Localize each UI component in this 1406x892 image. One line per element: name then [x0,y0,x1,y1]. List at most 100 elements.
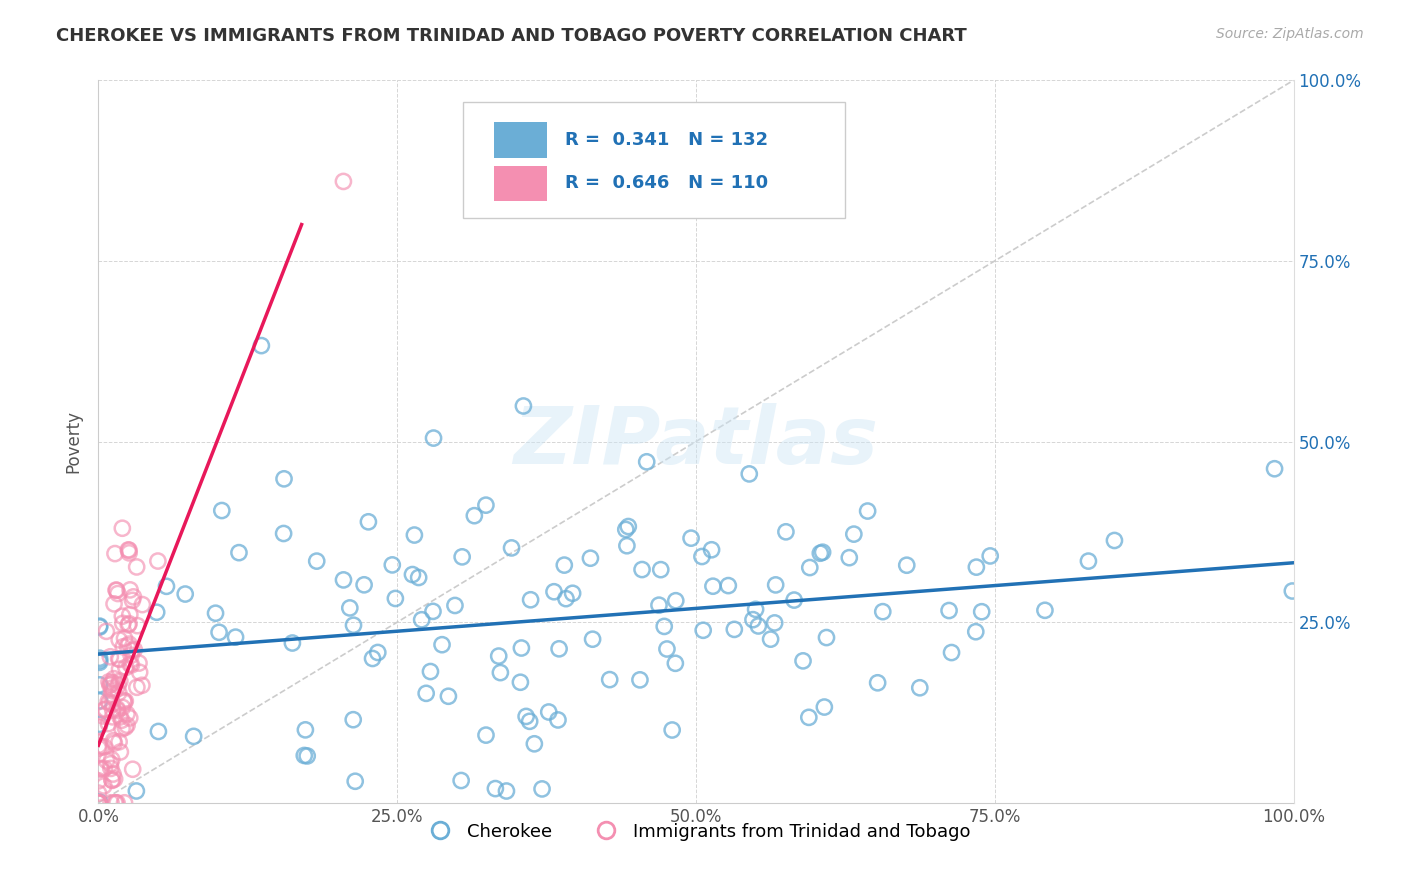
Point [112,693,135,707]
Point [100,756,122,771]
Point [838,550,860,565]
Point [107,678,129,692]
Point [664,657,686,671]
Point [681,531,703,545]
Point [813,700,835,714]
Point [842,527,865,541]
Point [121,643,143,657]
Point [100,761,122,775]
Point [361,651,384,665]
Point [90,762,112,776]
Point [90,761,112,775]
Point [100,687,122,701]
Text: ZIPatlas: ZIPatlas [513,402,879,481]
Point [422,431,444,445]
Point [744,602,766,616]
Point [475,498,498,512]
Point [98,696,121,710]
Point [115,660,138,674]
Point [970,605,993,619]
Point [305,554,328,568]
Point [872,605,894,619]
Point [89,619,111,633]
Point [103,733,125,747]
Point [87,796,110,810]
Point [100,753,122,767]
Point [488,649,510,664]
Point [89,654,111,668]
Point [204,606,226,620]
Point [128,656,150,670]
Point [122,590,145,604]
Point [96,754,118,768]
Point [118,637,141,651]
Point [742,613,765,627]
Point [616,539,638,553]
Point [381,558,404,572]
Point [97,716,120,731]
Point [120,582,142,597]
Point [783,593,806,607]
Point [93,703,115,717]
Text: R =  0.341   N = 132: R = 0.341 N = 132 [565,130,768,149]
Point [357,515,380,529]
Point [775,524,797,539]
Point [114,721,136,735]
Point [475,728,498,742]
Y-axis label: Poverty: Poverty [65,410,83,473]
Point [690,549,713,564]
Point [342,713,364,727]
Legend: Cherokee, Immigrants from Trinidad and Tobago: Cherokee, Immigrants from Trinidad and T… [415,815,977,848]
Point [225,630,247,644]
Point [799,560,821,574]
Point [101,773,124,788]
Point [797,710,820,724]
Point [408,570,430,584]
Point [89,656,111,670]
Point [94,702,117,716]
Point [114,694,136,708]
Point [93,761,115,775]
Point [114,796,136,810]
Point [89,651,111,665]
Point [292,748,315,763]
Point [856,504,879,518]
Point [174,587,197,601]
Point [89,694,111,708]
Point [103,597,125,611]
Point [401,567,423,582]
Point [451,549,474,564]
Point [117,639,139,653]
Point [537,705,560,719]
Point [87,786,110,800]
Point [112,695,135,709]
Point [555,591,578,606]
Point [579,551,602,566]
Point [121,593,143,607]
Point [101,681,124,696]
Point [484,781,506,796]
Point [295,748,318,763]
Point [101,675,124,690]
Point [444,599,467,613]
Point [211,503,233,517]
Point [228,546,250,560]
Point [208,625,231,640]
Point [111,713,134,727]
Point [111,616,134,631]
Point [103,672,125,686]
Point [717,579,740,593]
Point [89,678,111,692]
Point [127,618,149,632]
Point [965,624,987,639]
Point [91,709,114,723]
Point [100,796,122,810]
Point [339,601,361,615]
Point [89,795,111,809]
Point [107,586,129,600]
Point [117,617,139,632]
Point [108,735,131,749]
Point [111,609,134,624]
Point [101,703,124,717]
Point [384,591,406,606]
